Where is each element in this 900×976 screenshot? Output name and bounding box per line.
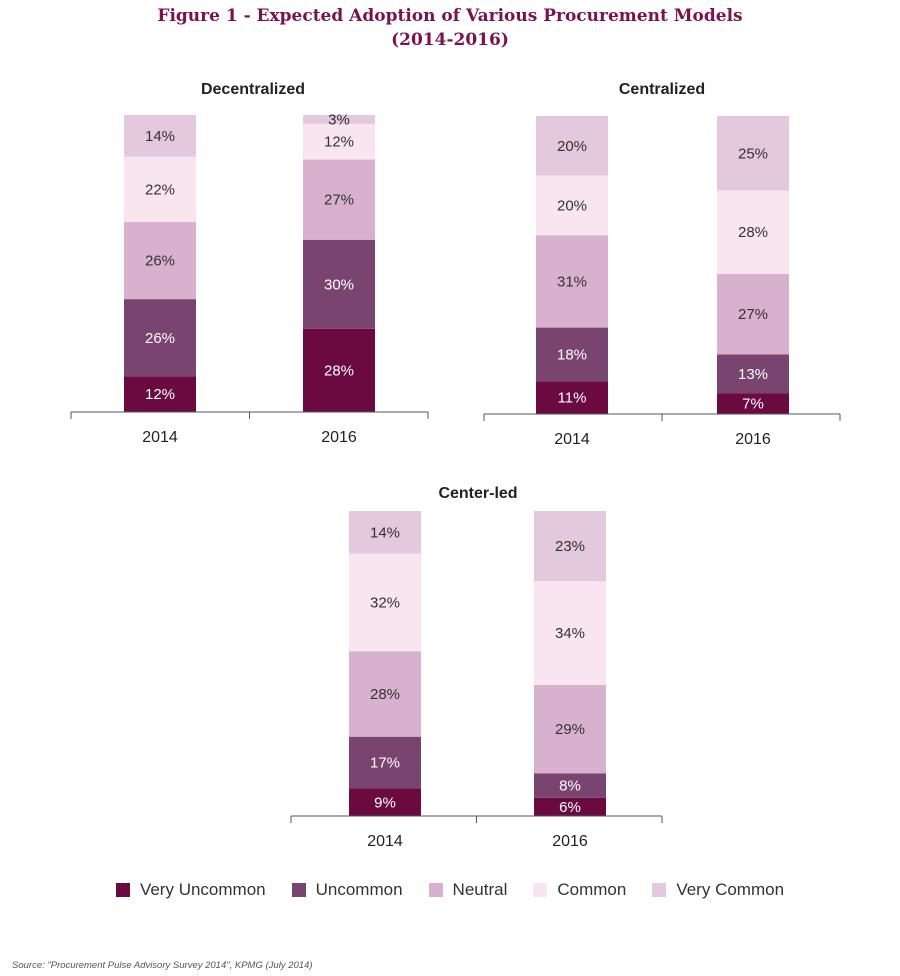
x-tick-label-center-led-2014: 2014	[367, 833, 403, 850]
bar-segment-center-led-2014-very-common	[349, 511, 421, 554]
data-label-centralized-2014-neutral: 31%	[557, 273, 587, 290]
bar-segment-centralized-2014-neutral	[536, 235, 608, 328]
bar-segment-decentralized-2016-uncommon	[303, 239, 375, 329]
legend-label-very-uncommon: Very Uncommon	[139, 880, 266, 899]
bar-segment-centralized-2014-common	[536, 175, 608, 236]
bar-segment-center-led-2014-common	[349, 553, 421, 652]
bar-segment-decentralized-2016-very-uncommon	[303, 328, 375, 412]
bar-segment-center-led-2014-very-uncommon	[349, 788, 421, 816]
data-label-centralized-2014-common: 20%	[557, 197, 587, 214]
bar-segment-decentralized-2016-very-common	[303, 115, 375, 124]
data-label-centralized-2016-very-common: 25%	[738, 145, 768, 162]
legend-swatch-neutral	[428, 883, 443, 897]
bar-segment-decentralized-2016-common	[303, 123, 375, 160]
bar-segment-center-led-2016-common	[534, 581, 606, 685]
bar-segment-center-led-2016-neutral	[534, 684, 606, 774]
figure-subtitle: (2014-2016)	[391, 30, 509, 50]
bar-segment-centralized-2016-uncommon	[717, 354, 789, 394]
data-label-centralized-2016-common: 28%	[738, 224, 768, 241]
x-tick-label-decentralized-2016: 2016	[321, 429, 357, 446]
data-label-decentralized-2016-neutral: 27%	[324, 192, 354, 209]
source-note: Source: "Procurement Pulse Advisory Surv…	[12, 960, 313, 971]
data-label-centralized-2016-uncommon: 13%	[738, 366, 768, 383]
legend-item-neutral: Neutral	[428, 880, 508, 900]
x-tick-label-centralized-2016: 2016	[735, 431, 771, 448]
chart-title-decentralized: Decentralized	[201, 81, 305, 98]
bar-segment-centralized-2014-very-uncommon	[536, 381, 608, 414]
bar-segment-decentralized-2014-common	[124, 156, 196, 222]
legend: Very Uncommon Uncommon Neutral Common Ve…	[0, 880, 900, 900]
legend-item-very-common: Very Common	[652, 880, 784, 900]
data-label-decentralized-2014-common: 22%	[145, 181, 175, 198]
data-label-decentralized-2016-very-uncommon: 28%	[324, 362, 354, 379]
data-label-centralized-2016-neutral: 27%	[738, 306, 768, 323]
data-label-decentralized-2016-common: 12%	[324, 134, 354, 151]
bar-segment-centralized-2016-very-uncommon	[717, 393, 789, 414]
chart-title-center-led: Center-led	[438, 485, 517, 502]
legend-swatch-common	[533, 883, 548, 897]
bar-segment-centralized-2016-neutral	[717, 273, 789, 355]
data-label-center-led-2016-very-uncommon: 6%	[559, 799, 581, 816]
data-label-decentralized-2014-neutral: 26%	[145, 253, 175, 270]
data-label-decentralized-2014-uncommon: 26%	[145, 330, 175, 347]
legend-item-common: Common	[533, 880, 626, 900]
legend-item-uncommon: Uncommon	[291, 880, 403, 900]
legend-label-very-common: Very Common	[676, 880, 785, 899]
data-label-centralized-2014-very-uncommon: 11%	[558, 390, 587, 407]
bar-segment-center-led-2014-uncommon	[349, 736, 421, 789]
figure-title: Figure 1 - Expected Adoption of Various …	[157, 6, 743, 26]
bar-segment-centralized-2014-very-common	[536, 116, 608, 176]
x-tick-label-decentralized-2014: 2014	[142, 429, 178, 446]
legend-label-uncommon: Uncommon	[315, 880, 403, 899]
bar-segment-center-led-2016-uncommon	[534, 773, 606, 798]
data-label-centralized-2014-uncommon: 18%	[557, 346, 587, 363]
bar-segment-centralized-2014-uncommon	[536, 327, 608, 382]
bar-segment-center-led-2014-neutral	[349, 651, 421, 737]
x-tick-label-centralized-2014: 2014	[554, 431, 590, 448]
data-label-center-led-2014-uncommon: 17%	[370, 755, 400, 772]
legend-label-common: Common	[557, 880, 627, 899]
data-label-center-led-2016-uncommon: 8%	[559, 778, 581, 795]
bar-segment-decentralized-2014-neutral	[124, 221, 196, 300]
data-label-center-led-2014-common: 32%	[370, 595, 400, 612]
data-label-centralized-2014-very-common: 20%	[557, 138, 587, 155]
chart-title-centralized: Centralized	[619, 81, 705, 98]
legend-label-neutral: Neutral	[452, 880, 508, 899]
legend-item-very-uncommon: Very Uncommon	[115, 880, 266, 900]
bar-segment-decentralized-2014-very-uncommon	[124, 376, 196, 412]
bar-segment-decentralized-2014-very-common	[124, 115, 196, 157]
bar-segment-center-led-2016-very-uncommon	[534, 797, 606, 816]
data-label-center-led-2014-neutral: 28%	[370, 686, 400, 703]
bar-segment-centralized-2016-very-common	[717, 116, 789, 191]
bar-segment-decentralized-2016-neutral	[303, 159, 375, 240]
bar-segment-centralized-2016-common	[717, 190, 789, 274]
data-label-center-led-2016-very-common: 23%	[555, 538, 585, 555]
legend-swatch-very-common	[652, 883, 667, 897]
data-label-center-led-2014-very-common: 14%	[370, 524, 400, 541]
data-label-decentralized-2016-very-common: 3%	[328, 111, 350, 128]
data-label-center-led-2016-neutral: 29%	[555, 721, 585, 738]
data-label-decentralized-2014-very-common: 14%	[145, 128, 175, 145]
bar-segment-center-led-2016-very-common	[534, 511, 606, 582]
bar-segment-decentralized-2014-uncommon	[124, 299, 196, 377]
legend-swatch-uncommon	[291, 883, 306, 897]
data-label-decentralized-2016-uncommon: 30%	[324, 276, 354, 293]
data-label-decentralized-2014-very-uncommon: 12%	[145, 386, 175, 403]
x-tick-label-center-led-2016: 2016	[552, 833, 588, 850]
data-label-center-led-2016-common: 34%	[555, 625, 585, 642]
data-label-center-led-2014-very-uncommon: 9%	[374, 794, 396, 811]
legend-swatch-very-uncommon	[115, 883, 130, 897]
data-label-centralized-2016-very-uncommon: 7%	[742, 396, 764, 413]
